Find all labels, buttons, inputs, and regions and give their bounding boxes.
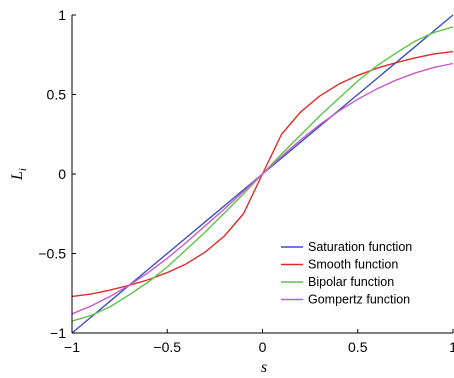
x-axis-label: s — [261, 359, 267, 376]
svg-text:Li: Li — [9, 168, 29, 181]
y-tick-label: −0.5 — [38, 246, 66, 262]
x-tick-label: −0.5 — [153, 339, 181, 355]
plot-area — [71, 14, 454, 334]
legend-label-gompertz-function: Gompertz function — [308, 293, 410, 307]
series-line-gompertz-function — [71, 62, 454, 315]
x-tick-label: 0.5 — [348, 339, 368, 355]
y-axis-label: Li — [9, 168, 29, 181]
x-tick-label: 0 — [259, 339, 267, 355]
y-tick-label: 0.5 — [47, 87, 67, 103]
y-tick-label: 1 — [58, 7, 66, 23]
legend: Saturation function Smooth function Bipola… — [275, 239, 447, 315]
axes: −1 −0.5 0 0.5 1 −1 −0.5 0 0.5 1 — [38, 7, 454, 355]
x-tick-label: 1 — [449, 339, 454, 355]
legend-label-saturation-function: Saturation function — [308, 240, 412, 254]
y-axis-label-main: L — [9, 171, 26, 181]
y-tick-label: 0 — [58, 166, 66, 182]
y-axis-label-subscript: i — [17, 168, 29, 171]
legend-label-bipolar-function: Bipolar function — [308, 275, 394, 289]
legend-box — [275, 239, 447, 315]
legend-label-smooth-function: Smooth function — [308, 258, 398, 272]
y-tick-label: −1 — [50, 325, 66, 341]
x-tick-label: −1 — [64, 339, 80, 355]
